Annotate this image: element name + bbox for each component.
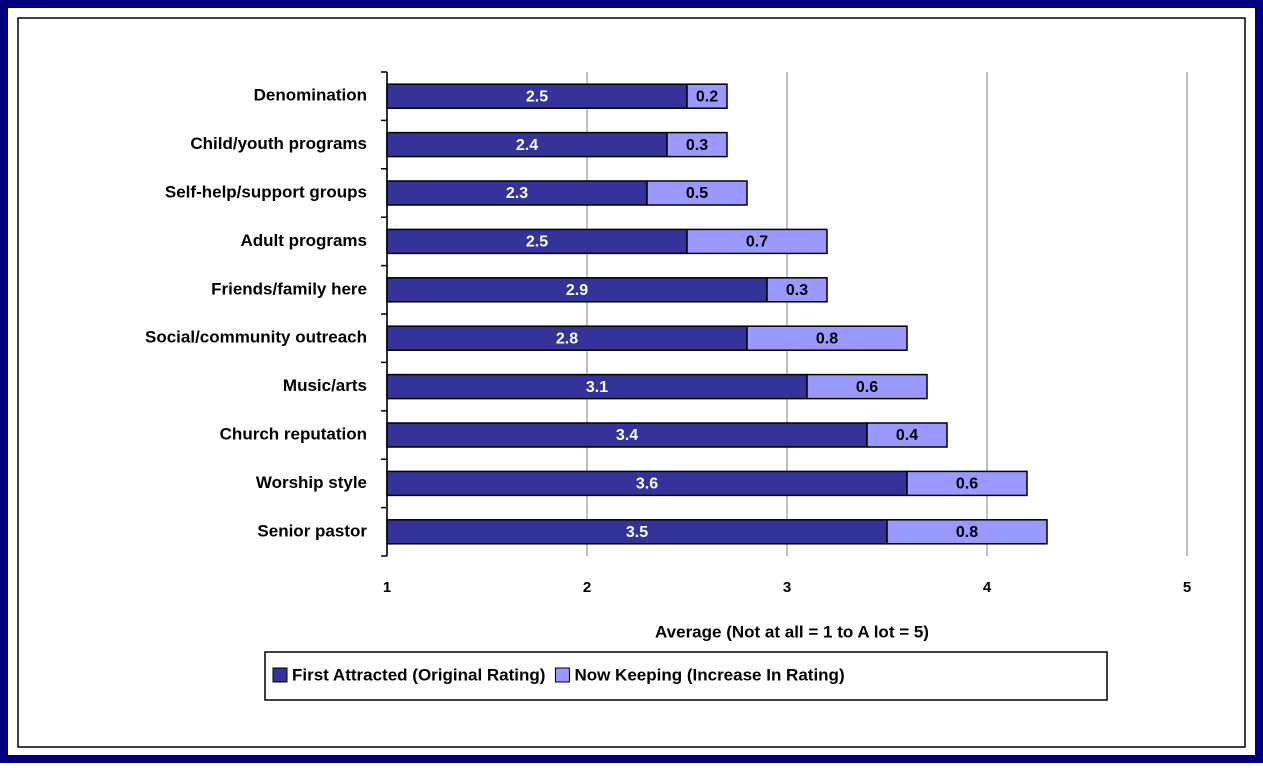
value-label: 2.8 bbox=[556, 330, 578, 347]
y-tick-label: Child/youth programs bbox=[190, 134, 367, 153]
y-tick-label: Adult programs bbox=[240, 231, 367, 250]
value-label: 0.2 bbox=[696, 88, 718, 105]
bar bbox=[386, 519, 888, 545]
value-label: 0.3 bbox=[786, 282, 808, 299]
bar bbox=[806, 373, 928, 400]
value-label: 3.6 bbox=[636, 476, 658, 493]
bar bbox=[866, 422, 948, 448]
x-tick-label: 3 bbox=[783, 579, 791, 596]
y-tick-label: Social/community outreach bbox=[145, 328, 367, 347]
x-tick-label: 2 bbox=[583, 579, 591, 596]
legend-label: Now Keeping (Increase In Rating) bbox=[574, 665, 844, 684]
y-tick-label: Denomination bbox=[254, 86, 367, 105]
bar bbox=[766, 277, 828, 303]
value-label: 3.4 bbox=[616, 427, 638, 444]
x-tick-label: 5 bbox=[1183, 579, 1191, 596]
y-tick-label: Senior pastor bbox=[257, 521, 367, 540]
y-tick-label: Friends/family here bbox=[211, 279, 367, 298]
bar bbox=[686, 83, 728, 109]
x-tick-label: 1 bbox=[383, 579, 391, 596]
value-label: 2.3 bbox=[506, 185, 528, 202]
value-label: 2.5 bbox=[526, 88, 548, 105]
value-label: 0.8 bbox=[816, 330, 838, 347]
value-label: 3.1 bbox=[586, 379, 608, 396]
bar bbox=[386, 277, 768, 303]
y-tick-label: Music/arts bbox=[283, 376, 367, 395]
bar bbox=[646, 180, 748, 206]
value-label: 0.4 bbox=[896, 427, 918, 444]
bar bbox=[746, 325, 908, 351]
bar bbox=[686, 228, 828, 255]
legend-swatch bbox=[272, 667, 288, 683]
bar bbox=[906, 470, 1028, 497]
bar bbox=[386, 422, 868, 448]
y-tick-label: Church reputation bbox=[220, 424, 367, 443]
legend-label: First Attracted (Original Rating) bbox=[292, 665, 545, 684]
bar bbox=[886, 519, 1048, 545]
x-axis-title: Average (Not at all = 1 to A lot = 5) bbox=[655, 622, 929, 641]
value-label: 2.4 bbox=[516, 137, 538, 154]
bar bbox=[386, 325, 748, 351]
value-label: 0.7 bbox=[746, 234, 768, 251]
legend-swatch bbox=[554, 667, 570, 683]
value-label: 0.8 bbox=[956, 524, 978, 541]
value-label: 0.3 bbox=[686, 137, 708, 154]
y-tick-label: Self-help/support groups bbox=[165, 182, 367, 201]
value-label: 0.6 bbox=[956, 476, 978, 493]
bar bbox=[386, 180, 648, 206]
value-label: 3.5 bbox=[626, 524, 648, 541]
value-label: 0.6 bbox=[856, 379, 878, 396]
value-label: 0.5 bbox=[686, 185, 708, 202]
value-label: 2.9 bbox=[566, 282, 588, 299]
x-tick-label: 4 bbox=[983, 579, 992, 596]
legend-box bbox=[264, 651, 1108, 701]
y-tick-label: Worship style bbox=[256, 473, 367, 492]
bar bbox=[386, 373, 808, 400]
bar bbox=[666, 131, 728, 158]
value-label: 2.5 bbox=[526, 234, 548, 251]
